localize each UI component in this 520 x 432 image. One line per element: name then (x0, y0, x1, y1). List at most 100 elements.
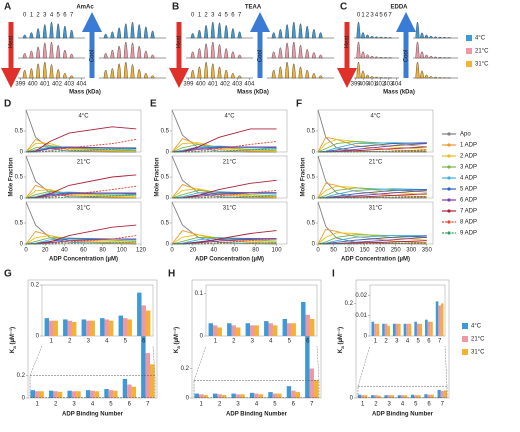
x-axis-label: ADP Binding Number (226, 412, 288, 418)
spectrum-peak (365, 74, 370, 79)
subplot-label: 31°C (223, 206, 237, 212)
spectrum-peak (210, 21, 215, 39)
panel-label: C (340, 2, 347, 13)
y-tick-label: 0 (166, 196, 170, 202)
inset-bar (408, 323, 412, 336)
spectrum-peak (305, 49, 310, 59)
inset-bar (438, 305, 441, 336)
spectrum-peak (291, 41, 296, 59)
spectrum-peak (230, 73, 235, 79)
series-line (172, 141, 277, 153)
inset-bar (53, 320, 58, 336)
legend-marker (447, 143, 451, 147)
species-label: 1 (198, 13, 202, 19)
bar (90, 390, 95, 398)
inset-bar (440, 303, 444, 336)
subplot-label: 21°C (77, 160, 91, 166)
x-tick-label: 0 (170, 248, 174, 254)
inset-bar (81, 319, 87, 336)
x-tick-label: 403 (64, 82, 75, 88)
spectrum-peak (369, 35, 375, 39)
bar (76, 391, 81, 398)
x-tick-label: 5 (414, 402, 418, 408)
bar (194, 393, 200, 398)
species-label: 3 (370, 13, 374, 19)
y-axis-label: Ka (µM⁻¹) (9, 327, 17, 353)
x-tick-label: 402 (375, 82, 386, 88)
subplot-frame (171, 155, 288, 199)
x-tick-label: 400 (28, 82, 39, 88)
legend-marker (447, 231, 451, 235)
inset-bar (90, 320, 95, 336)
inset-frame (41, 284, 154, 337)
spectrum-peak (29, 50, 34, 59)
y-axis-label: Ka (µM⁻¹) (337, 327, 345, 353)
series-line (171, 201, 277, 245)
bar (387, 395, 391, 398)
inset-bar (435, 301, 439, 336)
y-tick-label: 0 (166, 242, 170, 248)
panel-label: H (168, 269, 175, 280)
spectrum-peak (143, 50, 148, 59)
legend-label: 31°C (475, 62, 489, 68)
bar (39, 391, 44, 398)
spectrum-peak (210, 41, 215, 59)
heat-label: Heat (177, 35, 183, 48)
y-tick-label: 0 (20, 150, 24, 156)
y-tick-label: 0.5 (161, 175, 170, 181)
x-tick-label: 3 (72, 402, 76, 408)
inset-bar (100, 318, 105, 336)
heat-label: Heat (345, 35, 351, 48)
legend-marker (447, 187, 451, 191)
spectrum-peak (224, 25, 229, 39)
zoom-connector (29, 345, 43, 376)
zoom-connector (357, 345, 371, 387)
spectrum-peak (356, 61, 361, 79)
inset-y-tick-label: 0.2 (31, 283, 40, 289)
spectrum-peak (197, 48, 202, 59)
bar (427, 394, 431, 398)
spectrum-peak (42, 61, 47, 79)
spectrum-peak (271, 51, 276, 59)
inset-x-tick-label: 5 (417, 339, 421, 345)
y-axis-label: Ka (µM⁻¹) (173, 327, 181, 353)
spectrum-peak (442, 37, 447, 39)
panel-label: G (4, 269, 12, 280)
bar (295, 392, 300, 398)
spectrum-peak (446, 37, 452, 39)
species-label: 7 (388, 13, 392, 19)
spectrum-peak (69, 75, 74, 79)
spectrum-peak (311, 73, 316, 79)
y-tick-label: 0.5 (15, 175, 24, 181)
species-label: 5 (225, 13, 229, 19)
panel-label: D (4, 99, 11, 110)
spectrum-peak (298, 45, 303, 59)
spectrum-peak (360, 51, 366, 59)
series-line (172, 242, 277, 245)
subplot-label: 4°C (370, 114, 381, 120)
legend-label: 9 ADP (460, 231, 477, 237)
inset-x-tick-label: 5 (288, 339, 292, 345)
inset-bar (217, 327, 222, 336)
inset-bar (398, 323, 401, 336)
bar (305, 309, 310, 398)
x-tick-label: 1 (200, 402, 204, 408)
spectrum-peak (419, 32, 425, 39)
y-tick-label: 0.5 (15, 129, 24, 135)
cool-label: Cool (90, 50, 96, 62)
spectrum-peak (137, 69, 142, 79)
bar (122, 378, 128, 398)
series-line (25, 143, 137, 153)
bar (361, 395, 365, 398)
spectrum-peak (143, 73, 148, 79)
inset-bar (145, 310, 151, 336)
y-axis-label: Mole Fraction (155, 157, 161, 196)
bar (141, 296, 146, 398)
bar (199, 394, 204, 398)
zoom-box (357, 385, 448, 398)
spectrum-peak (22, 69, 27, 79)
species-label: 3 (211, 13, 215, 19)
y-label-main: K (338, 348, 344, 353)
inset-bar (208, 323, 214, 336)
x-tick-label: 80 (252, 248, 259, 254)
